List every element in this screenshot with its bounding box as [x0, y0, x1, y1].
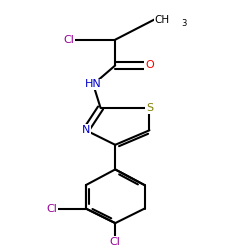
Text: O: O [145, 60, 154, 70]
Text: CH: CH [154, 14, 170, 24]
Text: S: S [146, 103, 153, 113]
Text: Cl: Cl [63, 35, 74, 45]
Text: Cl: Cl [110, 237, 121, 247]
Text: Cl: Cl [46, 204, 57, 214]
Text: N: N [82, 125, 90, 135]
Text: 3: 3 [181, 19, 186, 28]
Text: HN: HN [85, 80, 102, 90]
